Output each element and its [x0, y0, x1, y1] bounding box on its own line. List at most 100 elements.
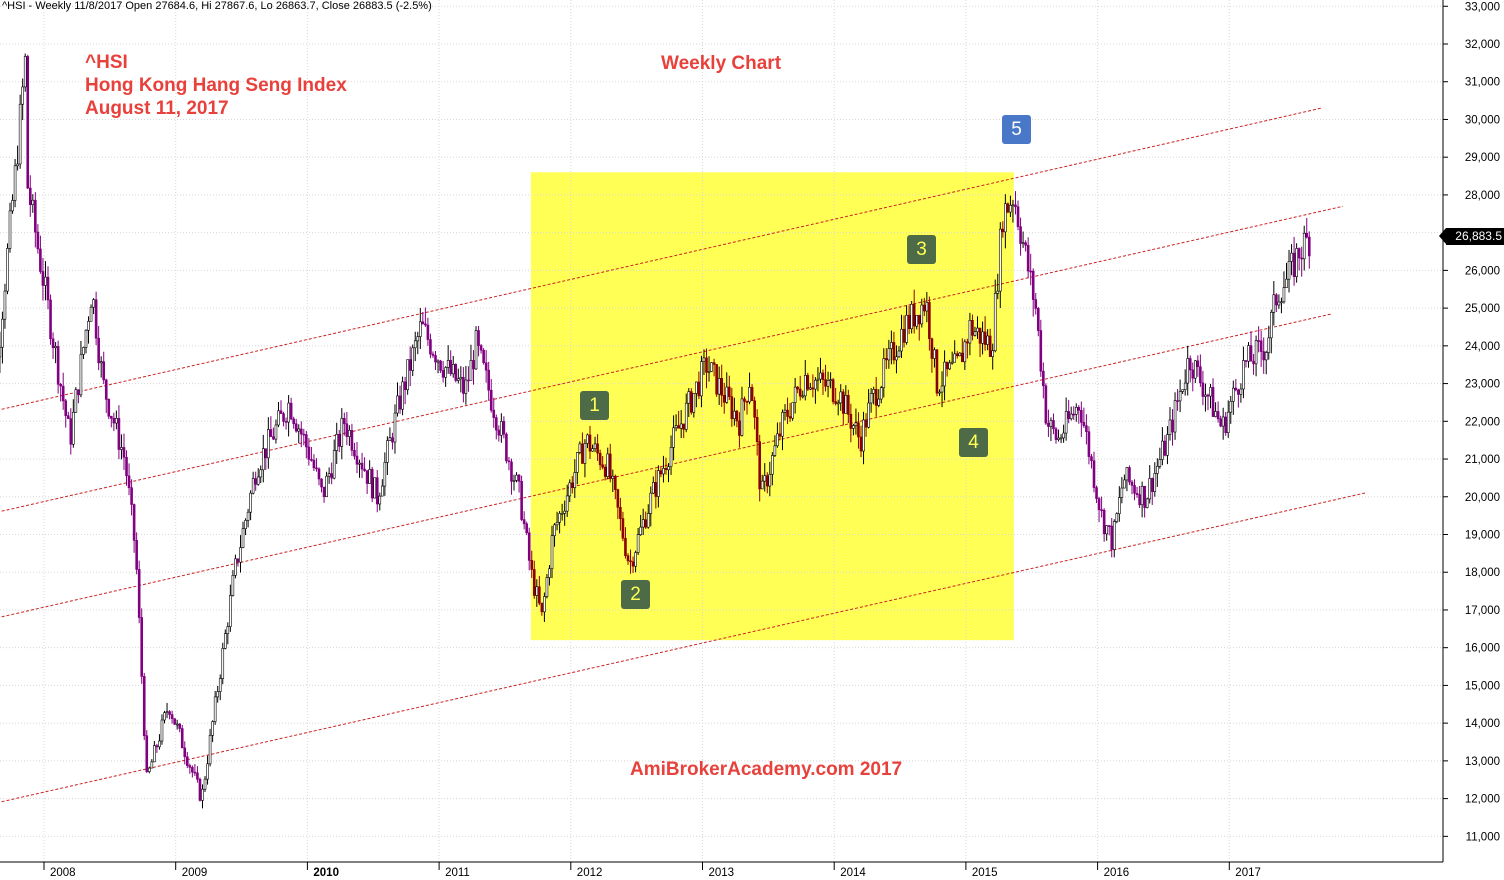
- candle-up: [890, 342, 893, 349]
- candle-up: [684, 402, 688, 430]
- candle-up: [555, 521, 559, 526]
- candle-down: [365, 470, 369, 484]
- candle-up: [938, 391, 941, 394]
- candle-down: [1090, 456, 1093, 461]
- candle-up: [72, 411, 75, 445]
- candle-down: [1107, 525, 1111, 527]
- candle-down: [525, 523, 528, 534]
- candle-up: [348, 430, 351, 437]
- candle-up: [591, 448, 594, 452]
- x-tick-label: 2009: [182, 867, 208, 879]
- candle-up: [84, 329, 88, 348]
- candle-up: [44, 276, 47, 286]
- candle-down: [1095, 487, 1098, 499]
- candle-up: [717, 377, 721, 395]
- candle-up: [1204, 394, 1207, 397]
- x-tick-label: 2008: [50, 867, 76, 879]
- candle-up: [381, 485, 384, 497]
- candle-up: [358, 462, 361, 465]
- x-tick-label: 2010: [313, 867, 339, 879]
- candle-down: [1080, 410, 1083, 423]
- candle-up: [277, 410, 280, 426]
- candle-up: [763, 475, 767, 482]
- candle-down: [69, 418, 73, 445]
- candle-up: [1118, 497, 1121, 515]
- candle-down: [49, 299, 52, 340]
- candle-up: [1059, 437, 1063, 440]
- candle-down: [370, 469, 374, 499]
- candle-down: [624, 537, 627, 556]
- candle-up: [1148, 478, 1152, 500]
- candle-down: [841, 391, 845, 414]
- candle-up: [641, 519, 645, 528]
- chart-type-annotation: Weekly Chart: [661, 53, 782, 74]
- candle-down: [834, 401, 837, 404]
- x-tick-label: 2017: [1235, 867, 1261, 879]
- candle-up: [203, 778, 207, 790]
- candle-down: [439, 360, 442, 371]
- candle-up: [383, 462, 387, 487]
- candle-down: [507, 460, 511, 463]
- candle-up: [1183, 382, 1187, 391]
- candle-up: [208, 735, 212, 765]
- candle-up: [223, 633, 227, 649]
- candle-down: [408, 359, 412, 371]
- candle-up: [976, 327, 979, 332]
- candle-up: [373, 477, 377, 499]
- last-price-label: 26,883.5: [1439, 228, 1504, 245]
- candle-down: [1143, 485, 1146, 508]
- candle-up: [74, 389, 78, 413]
- candle-up: [829, 379, 832, 381]
- candle-down: [1307, 236, 1311, 257]
- y-tick-label: 17,000: [1465, 605, 1500, 617]
- candle-down: [1191, 369, 1195, 379]
- candle-up: [748, 387, 751, 403]
- candle-up: [1021, 242, 1025, 244]
- candle-down: [778, 433, 782, 437]
- candle-down: [715, 364, 718, 395]
- candle-up: [259, 469, 263, 478]
- wave-label-5: 5: [1002, 115, 1031, 144]
- candle-down: [112, 418, 116, 424]
- candle-up: [274, 424, 278, 440]
- x-tick-label: 2012: [577, 867, 603, 879]
- candle-up: [54, 346, 57, 348]
- candle-down: [527, 532, 531, 561]
- candle-down: [1077, 407, 1081, 411]
- candle-up: [229, 595, 232, 627]
- candle-up: [773, 445, 777, 456]
- candle-down: [46, 276, 50, 301]
- candle-down: [1300, 257, 1303, 260]
- candle-down: [77, 389, 80, 396]
- candle-up: [879, 387, 883, 400]
- candle-down: [831, 379, 835, 402]
- candle-down: [173, 718, 176, 725]
- candle-up: [565, 495, 569, 512]
- candle-up: [163, 712, 166, 721]
- y-tick-label: 28,000: [1465, 190, 1500, 202]
- candle-up: [1247, 345, 1250, 362]
- candle-up: [213, 696, 217, 722]
- candle-down: [1275, 294, 1278, 306]
- candle-up: [79, 354, 83, 396]
- candle-down: [140, 617, 144, 677]
- candle-down: [517, 474, 521, 482]
- candle-up: [340, 418, 344, 447]
- candle-up: [707, 371, 711, 373]
- candle-down: [538, 586, 541, 604]
- candle-down: [502, 421, 506, 435]
- candle-down: [616, 489, 620, 508]
- candle-down: [619, 507, 622, 519]
- candle-up: [393, 412, 397, 443]
- candle-down: [1014, 204, 1017, 208]
- candle-down: [1224, 416, 1228, 434]
- candle-up: [558, 513, 561, 523]
- candle-down: [629, 560, 632, 563]
- candle-down: [28, 187, 32, 205]
- candle-up: [175, 723, 179, 726]
- y-tick-label: 29,000: [1465, 152, 1500, 164]
- candle-up: [1186, 358, 1190, 384]
- candle-up: [672, 427, 675, 448]
- candle-down: [1102, 509, 1106, 535]
- candle-up: [1123, 479, 1126, 489]
